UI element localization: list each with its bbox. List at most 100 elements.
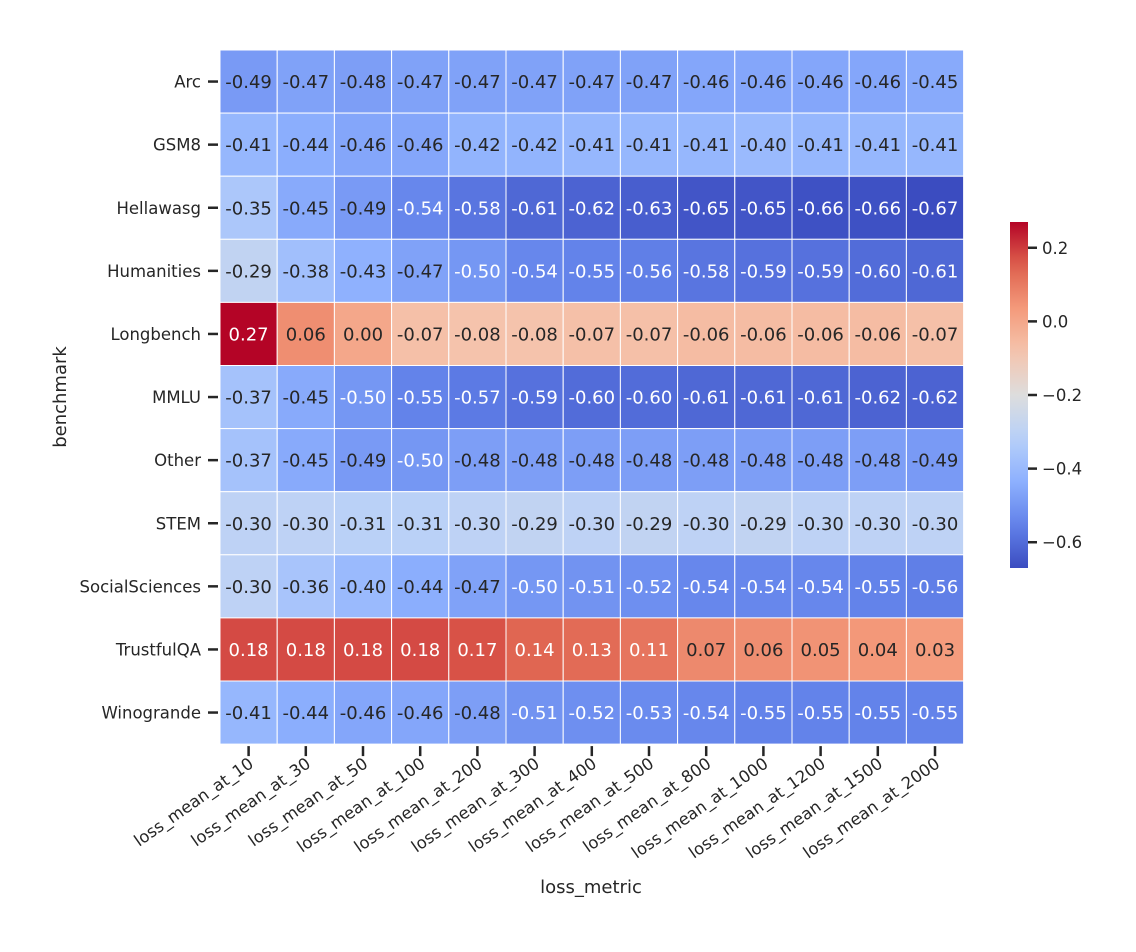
heatmap-cell bbox=[677, 238, 736, 303]
cell-value-label: -0.61 bbox=[683, 388, 730, 409]
cell-value-label: -0.30 bbox=[225, 577, 272, 598]
heatmap-cell bbox=[562, 491, 621, 556]
heatmap-cell bbox=[734, 617, 793, 682]
heatmap-cell bbox=[219, 112, 278, 177]
heatmap-cell bbox=[619, 112, 679, 177]
heatmap-cell bbox=[219, 238, 278, 303]
cell-value-label: 0.06 bbox=[743, 640, 783, 661]
cell-value-label: -0.63 bbox=[626, 198, 673, 219]
cell-value-label: -0.59 bbox=[797, 261, 844, 282]
cell-value-label: -0.44 bbox=[283, 703, 330, 724]
heatmap-cell bbox=[562, 617, 621, 682]
heatmap-cell bbox=[791, 238, 850, 303]
cell-value-label: -0.45 bbox=[283, 451, 330, 472]
heatmap-cell bbox=[391, 112, 450, 177]
heatmap-cell bbox=[619, 491, 679, 556]
cell-value-label: 0.17 bbox=[457, 640, 497, 661]
cell-value-label: -0.58 bbox=[454, 198, 501, 219]
cell-value-label: -0.61 bbox=[912, 261, 959, 282]
cell-value-label: -0.48 bbox=[626, 451, 673, 472]
heatmap-cell bbox=[677, 617, 736, 682]
cell-value-label: -0.54 bbox=[740, 577, 787, 598]
cell-value-label: 0.03 bbox=[915, 640, 955, 661]
heatmap-cell bbox=[219, 428, 278, 493]
heatmap-cell bbox=[677, 365, 736, 430]
cell-value-label: -0.47 bbox=[626, 72, 673, 93]
cell-value-label: -0.47 bbox=[454, 577, 501, 598]
x-axis: loss_mean_at_10loss_mean_at_30loss_mean_… bbox=[130, 746, 944, 863]
cell-value-label: -0.06 bbox=[683, 324, 730, 345]
heatmap-cell bbox=[505, 49, 564, 114]
cell-value-label: -0.37 bbox=[225, 388, 272, 409]
cell-value-label: -0.50 bbox=[397, 451, 444, 472]
cell-value-label: -0.31 bbox=[397, 514, 444, 535]
cell-value-label: -0.54 bbox=[511, 261, 558, 282]
cell-value-label: -0.61 bbox=[740, 388, 787, 409]
cell-value-label: -0.30 bbox=[855, 514, 902, 535]
cell-value-label: 0.18 bbox=[286, 640, 326, 661]
colorbar: 0.2 0.0 −0.2 −0.4 −0.6 bbox=[1010, 222, 1082, 568]
cell-value-label: -0.35 bbox=[225, 198, 272, 219]
cell-value-label: -0.06 bbox=[797, 324, 844, 345]
cell-value-label: -0.41 bbox=[225, 135, 272, 156]
cell-value-label: -0.59 bbox=[511, 388, 558, 409]
cell-value-label: -0.29 bbox=[225, 261, 272, 282]
heatmap-cell bbox=[276, 617, 335, 682]
heatmap-cell bbox=[448, 617, 507, 682]
cell-value-label: -0.65 bbox=[683, 198, 730, 219]
cell-value-label: -0.61 bbox=[511, 198, 558, 219]
cell-value-label: -0.60 bbox=[626, 388, 673, 409]
cell-value-label: -0.53 bbox=[626, 703, 673, 724]
cell-value-label: -0.45 bbox=[283, 198, 330, 219]
heatmap-cell bbox=[791, 365, 850, 430]
y-tick-label: Longbench bbox=[110, 325, 201, 344]
heatmap-cell bbox=[791, 428, 850, 493]
heatmap-cell bbox=[905, 428, 965, 493]
cell-value-label: -0.30 bbox=[454, 514, 501, 535]
heatmap-cell bbox=[333, 49, 393, 114]
heatmap-cell bbox=[333, 365, 393, 430]
heatmap-cell bbox=[791, 617, 850, 682]
heatmap-cell bbox=[734, 365, 793, 430]
heatmap-cell bbox=[905, 680, 965, 745]
cell-value-label: -0.41 bbox=[797, 135, 844, 156]
heatmap-cell bbox=[619, 365, 679, 430]
heatmap-cell bbox=[734, 112, 793, 177]
heatmap-cell bbox=[391, 301, 450, 366]
cell-value-label: 0.00 bbox=[343, 324, 383, 345]
heatmap-cell bbox=[848, 49, 907, 114]
cell-value-label: 0.14 bbox=[515, 640, 555, 661]
cell-value-label: -0.29 bbox=[740, 514, 787, 535]
cell-value-label: -0.47 bbox=[283, 72, 330, 93]
heatmap-cell bbox=[276, 49, 335, 114]
y-tick-label: Humanities bbox=[107, 262, 201, 281]
cell-value-label: -0.29 bbox=[626, 514, 673, 535]
cell-value-label: -0.55 bbox=[740, 703, 787, 724]
heatmap-cell bbox=[391, 238, 450, 303]
heatmap-cell bbox=[905, 491, 965, 556]
heatmap-cell bbox=[848, 491, 907, 556]
cell-value-label: -0.51 bbox=[569, 577, 616, 598]
heatmap-cell bbox=[905, 301, 965, 366]
heatmap-cell bbox=[333, 112, 393, 177]
cell-value-label: -0.31 bbox=[340, 514, 387, 535]
y-tick-label: MMLU bbox=[152, 388, 201, 407]
cell-value-label: -0.48 bbox=[454, 703, 501, 724]
heatmap-cell bbox=[734, 49, 793, 114]
cell-value-label: -0.46 bbox=[340, 135, 387, 156]
heatmap-cell bbox=[391, 680, 450, 745]
cell-value-label: -0.30 bbox=[225, 514, 272, 535]
cell-value-label: -0.41 bbox=[855, 135, 902, 156]
cell-value-label: -0.40 bbox=[740, 135, 787, 156]
heatmap-cell bbox=[276, 365, 335, 430]
cell-value-label: -0.54 bbox=[797, 577, 844, 598]
heatmap-cell bbox=[448, 175, 507, 240]
colorbar-gradient bbox=[1010, 222, 1028, 568]
heatmap-cell bbox=[734, 428, 793, 493]
cell-value-label: -0.54 bbox=[683, 703, 730, 724]
heatmap-cell bbox=[905, 175, 965, 240]
y-tick-label: Other bbox=[154, 451, 201, 470]
cell-value-label: -0.49 bbox=[912, 451, 959, 472]
cell-value-label: -0.07 bbox=[912, 324, 959, 345]
